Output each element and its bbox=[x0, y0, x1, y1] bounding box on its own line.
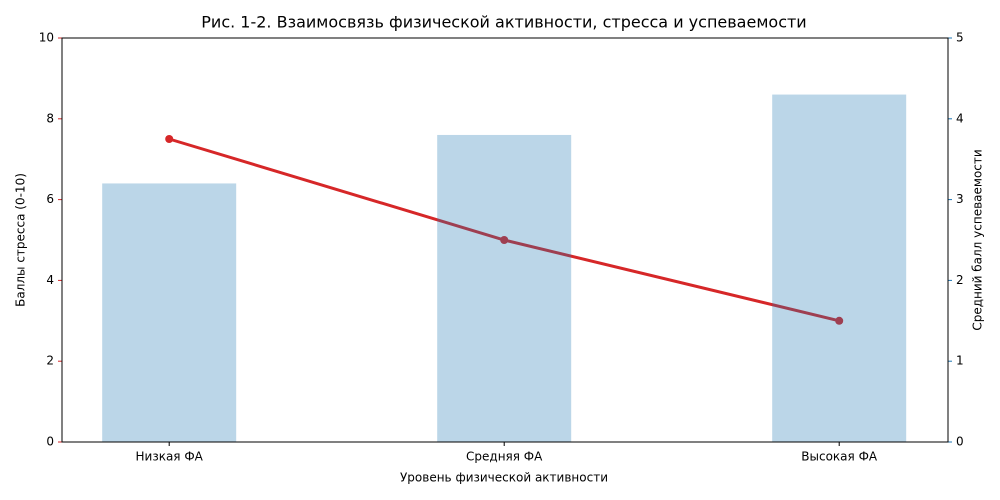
y2-tick-label: 4 bbox=[956, 111, 964, 125]
y-axis-label: Баллы стресса (0-10) bbox=[14, 173, 28, 307]
y2-tick-label: 3 bbox=[956, 192, 964, 206]
plot-frame bbox=[61, 37, 949, 443]
stress-point bbox=[500, 236, 509, 244]
grade-bar bbox=[772, 94, 907, 442]
y2-tick-label: 1 bbox=[956, 354, 964, 368]
y-tick-label: 2 bbox=[46, 354, 54, 368]
y2-axis-label: Средний балл успеваемости bbox=[971, 149, 985, 330]
y-tick-label: 10 bbox=[39, 31, 54, 45]
x-axis-label: Уровень физической активности bbox=[400, 471, 608, 485]
y2-tick-label: 2 bbox=[956, 273, 964, 287]
y2-tick-label: 0 bbox=[956, 435, 964, 449]
grade-bar bbox=[437, 134, 572, 442]
chart-title: Рис. 1-2. Взаимосвязь физической активно… bbox=[201, 13, 806, 32]
y-tick-label: 8 bbox=[46, 111, 54, 125]
stress-point bbox=[835, 316, 844, 325]
x-tick-label: Средняя ФА bbox=[466, 450, 543, 464]
x-tick-label: Высокая ФА bbox=[801, 450, 878, 464]
y-tick-label: 0 bbox=[46, 435, 54, 449]
x-tick-label: Низкая ФА bbox=[136, 450, 204, 464]
stress-point bbox=[165, 135, 174, 143]
y2-tick-label: 5 bbox=[956, 31, 964, 45]
y-tick-label: 4 bbox=[46, 273, 54, 287]
grade-bar bbox=[102, 183, 237, 442]
y-tick-label: 6 bbox=[46, 192, 54, 206]
